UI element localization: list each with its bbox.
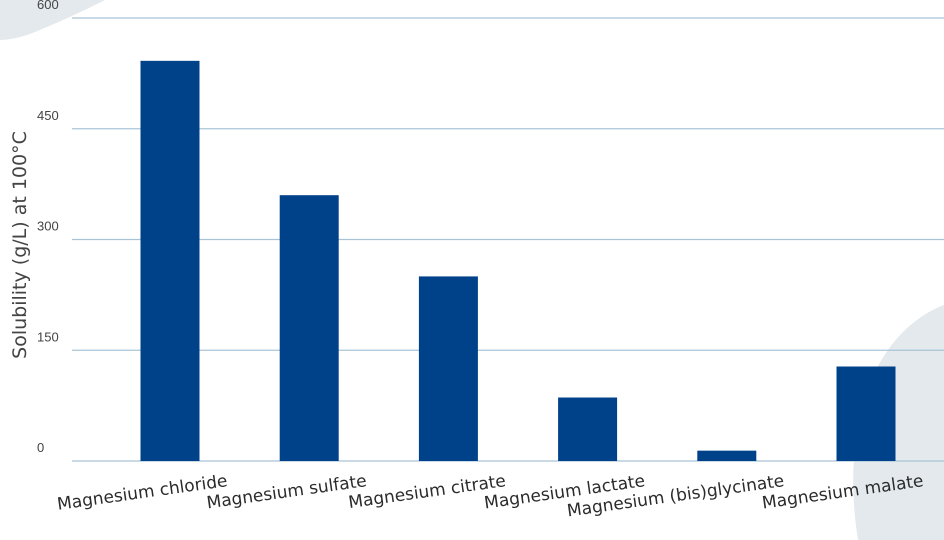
x-category-label: Magnesium chloride xyxy=(56,471,229,515)
bar xyxy=(558,397,618,461)
background-shape-bottom-right xyxy=(853,305,944,540)
x-category-label: Magnesium citrate xyxy=(347,471,507,513)
y-tick-label: 600 xyxy=(37,0,59,12)
bar xyxy=(697,450,757,461)
bars xyxy=(140,60,896,461)
background-shape-top-left xyxy=(0,0,105,40)
x-category-label: Magnesium sulfate xyxy=(205,471,368,513)
bar xyxy=(836,366,896,461)
y-tick-label: 450 xyxy=(37,108,59,123)
bar xyxy=(418,276,478,461)
y-tick-label: 300 xyxy=(37,219,59,234)
bar xyxy=(279,195,339,461)
y-axis-title: Solubility (g/L) at 100°C xyxy=(9,131,31,359)
y-tick-label: 150 xyxy=(37,329,59,344)
bar xyxy=(140,60,200,461)
y-tick-label: 0 xyxy=(37,440,44,455)
y-axis-ticks: 0 150 300 450 600 xyxy=(37,0,59,455)
gridlines xyxy=(72,17,944,462)
